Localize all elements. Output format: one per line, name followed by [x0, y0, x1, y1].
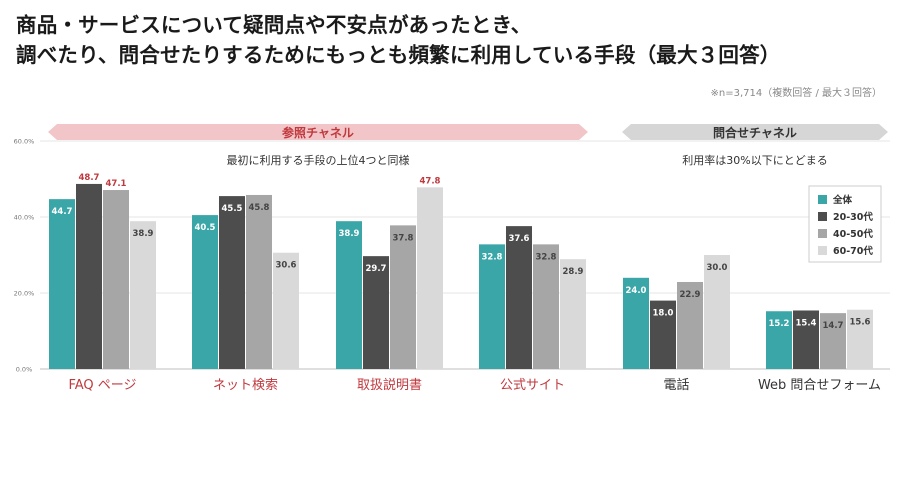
bar-3-series-4: [417, 187, 443, 369]
legend-swatch: [818, 229, 827, 238]
data-label: 47.1: [106, 179, 127, 189]
title-line-2: 調べたり、問合せたりするためにもっとも頻繁に利用している手段（最大３回答）: [16, 43, 781, 67]
data-label: 47.8: [420, 176, 441, 186]
legend-label: 40-50代: [833, 228, 873, 240]
bar-6-series-1: [766, 311, 792, 369]
data-label: 14.7: [823, 321, 844, 331]
category-label: FAQ ページ: [68, 378, 136, 393]
inquiry-channel-label: 問合せチャネル: [713, 125, 797, 140]
data-label: 38.9: [339, 229, 360, 239]
legend: 全体 20-30代 40-50代 60-70代: [808, 185, 882, 263]
bar-4-series-2: [506, 226, 532, 369]
legend-label: 60-70代: [833, 245, 873, 257]
bar-2-series-4: [273, 252, 299, 369]
reference-channel-arrow: [48, 124, 588, 140]
y-tick-label: 0.0%: [16, 366, 33, 374]
data-label: 22.9: [680, 290, 701, 300]
sample-note: ※n=3,714（複数回答 / 最大３回答）: [710, 88, 882, 99]
y-tick-label: 20.0%: [14, 290, 35, 298]
category-label: 公式サイト: [500, 378, 565, 393]
bar-2-series-3: [246, 194, 272, 369]
bar-1-series-3: [103, 190, 129, 369]
legend-label: 20-30代: [833, 211, 873, 223]
bar-4-series-4: [560, 259, 586, 369]
y-tick-label: 60.0%: [14, 138, 35, 146]
category-label: 取扱説明書: [357, 377, 422, 393]
bar-6-series-2: [793, 310, 819, 369]
bar-2-series-2: [219, 196, 245, 369]
data-label: 45.5: [222, 204, 243, 214]
category-label: 電話: [663, 377, 689, 393]
category-label: ネット検索: [213, 378, 278, 393]
legend-swatch: [818, 246, 827, 255]
data-label: 32.8: [482, 252, 503, 262]
title-line-1: 商品・サービスについて疑問点や不安点があったとき、: [16, 13, 532, 37]
data-label: 30.0: [707, 263, 728, 273]
legend-label: 全体: [832, 194, 853, 206]
inquiry-channel-arrow: [622, 124, 888, 140]
data-label: 28.9: [563, 267, 584, 277]
data-label: 18.0: [653, 309, 674, 319]
data-label: 29.7: [366, 264, 387, 274]
reference-channel-note: 最初に利用する手段の上位4つと同様: [227, 153, 410, 167]
data-label: 38.9: [133, 229, 154, 239]
bar-5-series-3: [677, 281, 703, 369]
bar-5-series-4: [704, 255, 730, 369]
data-label: 15.2: [769, 319, 790, 329]
bar-3-series-2: [363, 256, 389, 369]
data-label: 45.8: [249, 203, 270, 213]
data-label: 40.5: [195, 223, 216, 233]
data-label: 32.8: [536, 252, 557, 262]
chart-title: 商品・サービスについて疑問点や不安点があったとき、 調べたり、問合せたりするため…: [16, 10, 886, 70]
bar-4-series-3: [533, 244, 559, 369]
data-label: 15.6: [850, 318, 871, 328]
bar-3-series-3: [390, 225, 416, 369]
bar-1-series-4: [130, 221, 156, 369]
bar-6-series-4: [847, 309, 873, 369]
inquiry-channel-note: 利用率は30%以下にとどまる: [682, 153, 827, 167]
y-tick-label: 40.0%: [14, 214, 35, 222]
category-label: Web 問合せフォーム: [758, 378, 881, 393]
bar-5-series-1: [623, 277, 649, 369]
data-label: 15.4: [796, 318, 817, 328]
bar-1-series-1: [49, 199, 75, 369]
data-label: 24.0: [626, 286, 647, 296]
data-label: 48.7: [79, 173, 100, 183]
bar-1-series-2: [76, 183, 102, 369]
data-label: 44.7: [52, 207, 73, 217]
bar-3-series-1: [336, 221, 362, 369]
bar-6-series-3: [820, 313, 846, 369]
bar-5-series-2: [650, 300, 676, 369]
data-label: 37.8: [393, 233, 414, 243]
data-label: 37.6: [509, 234, 530, 244]
bar-4-series-1: [479, 244, 505, 369]
legend-swatch: [818, 212, 827, 221]
bar-2-series-1: [192, 215, 218, 369]
reference-channel-label: 参照チャネル: [282, 125, 354, 140]
data-label: 30.6: [276, 261, 297, 271]
legend-swatch: [818, 195, 827, 204]
